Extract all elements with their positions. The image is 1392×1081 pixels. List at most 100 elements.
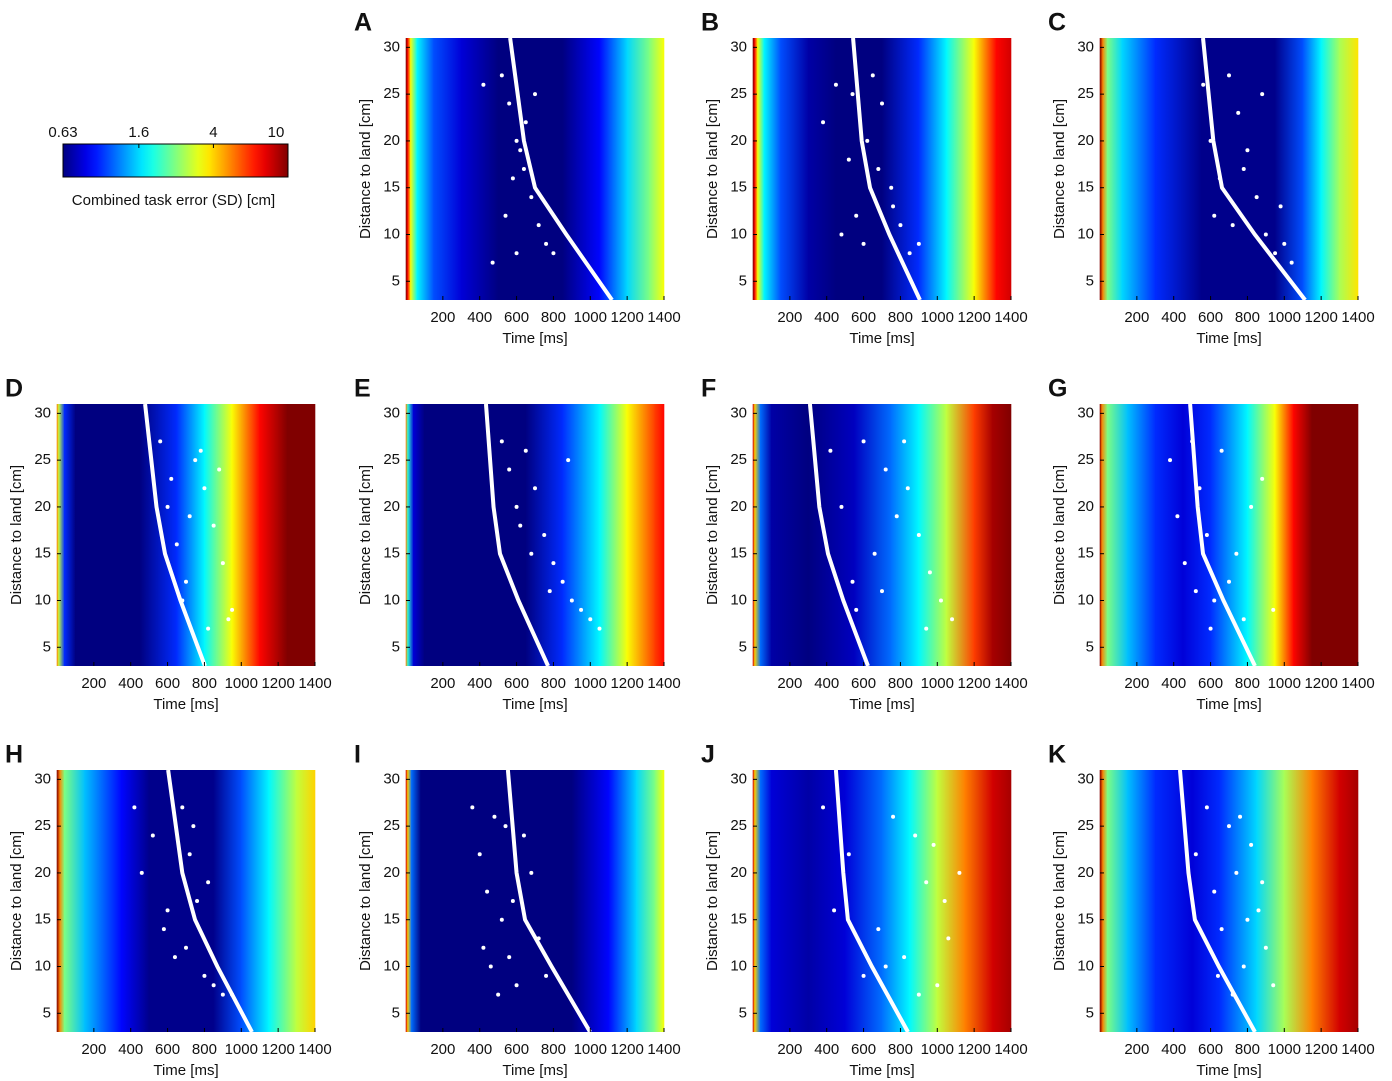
scatter-point <box>1234 551 1239 556</box>
heatmap-cell <box>844 770 883 1032</box>
scatter-point <box>161 927 166 932</box>
y-tick-label: 5 <box>43 1004 51 1021</box>
y-tick-label: 5 <box>43 638 51 655</box>
heatmap-cell <box>807 38 837 300</box>
x-axis-label: Time [ms] <box>849 1062 914 1079</box>
x-tick-label: 200 <box>81 675 106 692</box>
scatter-point <box>1227 73 1231 78</box>
scatter-point <box>529 195 534 200</box>
scatter-point <box>521 833 526 838</box>
heatmap-cell <box>562 404 600 666</box>
y-axis-label: Distance to land [cm] <box>357 99 374 239</box>
heatmap-cell <box>64 770 85 1032</box>
heatmap-cell <box>936 770 966 1032</box>
scatter-point <box>1227 824 1231 829</box>
x-tick-label: 400 <box>118 675 143 692</box>
x-tick-label: 600 <box>851 309 876 326</box>
scatter-point <box>1249 504 1254 509</box>
y-tick-label: 15 <box>1077 179 1094 196</box>
scatter-point <box>488 964 493 969</box>
x-tick-label: 1000 <box>921 1041 954 1058</box>
heatmap-cell <box>626 38 650 300</box>
x-tick-label: 1400 <box>298 1041 331 1058</box>
y-tick-label: 20 <box>730 864 747 881</box>
x-tick-label: 600 <box>1198 675 1223 692</box>
heatmap-cell <box>1293 404 1313 666</box>
scatter-point <box>1278 204 1283 209</box>
optimal-curve <box>833 769 910 1033</box>
heatmap-cell <box>1311 770 1340 1032</box>
panel: 200 400 600 800 1000 1200 1400 5 10 15 20 25 30 Time … <box>354 741 681 1079</box>
scatter-point <box>880 101 884 106</box>
heatmap-cell <box>626 404 656 666</box>
x-tick-label: 1200 <box>610 1041 643 1058</box>
heatmap-cell <box>1121 38 1156 300</box>
panel-letter: E <box>354 375 371 403</box>
optimal-curve <box>807 403 870 667</box>
y-tick-label: 25 <box>730 817 747 834</box>
heatmap-cell <box>420 770 573 1032</box>
scatter-point <box>883 964 888 969</box>
x-tick-label: 600 <box>155 675 180 692</box>
scatter-point <box>1245 917 1250 922</box>
x-tick-label: 1000 <box>574 309 607 326</box>
heatmap-cell <box>757 38 765 300</box>
heatmap-cell <box>1256 770 1285 1032</box>
x-tick-label: 200 <box>1124 309 1149 326</box>
heatmap-cell <box>407 38 411 300</box>
scatter-point <box>492 814 497 819</box>
heatmap-cell <box>654 404 665 666</box>
panel-letter: H <box>5 741 23 769</box>
heatmap-cell <box>240 770 270 1032</box>
x-tick-label: 1000 <box>1268 1041 1301 1058</box>
scatter-point <box>927 570 932 575</box>
y-tick-label: 30 <box>730 770 747 787</box>
x-tick-label: 1200 <box>1304 675 1337 692</box>
heatmap-cell <box>1247 404 1276 666</box>
y-tick-label: 10 <box>383 225 400 242</box>
x-tick-label: 1400 <box>1341 1041 1374 1058</box>
y-tick-label: 25 <box>730 85 747 102</box>
scatter-point <box>551 251 556 256</box>
heatmap-cell <box>964 770 993 1032</box>
heatmap-cell <box>405 770 409 1032</box>
heatmap-cell <box>121 770 150 1032</box>
y-tick-label: 5 <box>392 638 400 655</box>
y-tick-label: 20 <box>34 864 51 881</box>
scatter-point <box>1215 973 1220 978</box>
heatmap-cell <box>424 404 527 666</box>
heatmap-cell <box>1101 404 1108 666</box>
scatter-point <box>202 486 207 491</box>
heatmap-cell <box>599 404 628 666</box>
y-axis-label: Distance to land [cm] <box>704 831 721 971</box>
x-axis-label: Time [ms] <box>502 696 567 713</box>
y-tick-label: 10 <box>383 591 400 608</box>
panel-letter: K <box>1048 741 1066 769</box>
x-tick-label: 800 <box>888 1041 913 1058</box>
colorbar-label: Combined task error (SD) [cm] <box>72 192 275 209</box>
y-axis-label: Distance to land [cm] <box>1051 99 1068 239</box>
heatmap-cell <box>407 770 412 1032</box>
scatter-point <box>1208 626 1213 631</box>
scatter-point <box>938 598 943 603</box>
heatmap-cell <box>648 38 665 300</box>
x-tick-label: 1400 <box>1341 675 1374 692</box>
panel: 200 400 600 800 1000 1200 1400 5 10 15 20 25 30 Time … <box>701 375 1028 713</box>
scatter-point <box>597 626 602 631</box>
scatter-point <box>169 476 174 481</box>
scatter-point <box>902 955 907 960</box>
x-tick-label: 1200 <box>957 1041 990 1058</box>
scatter-point <box>942 899 947 903</box>
panel: 200 400 600 800 1000 1200 1400 5 10 15 20 25 30 Time … <box>354 375 681 713</box>
panel: 200 400 600 800 1000 1200 1400 5 10 15 20 25 30 Time … <box>5 375 332 713</box>
heatmap-cell <box>995 38 1012 300</box>
heatmap-cell <box>562 38 600 300</box>
x-tick-label: 1400 <box>647 309 680 326</box>
y-axis-label: Distance to land [cm] <box>704 99 721 239</box>
scatter-point <box>1249 842 1254 847</box>
scatter-point <box>1256 908 1261 913</box>
x-tick-label: 1400 <box>647 1041 680 1058</box>
scatter-point <box>821 805 826 810</box>
x-tick-label: 1000 <box>1268 309 1301 326</box>
scatter-point <box>1263 232 1268 237</box>
